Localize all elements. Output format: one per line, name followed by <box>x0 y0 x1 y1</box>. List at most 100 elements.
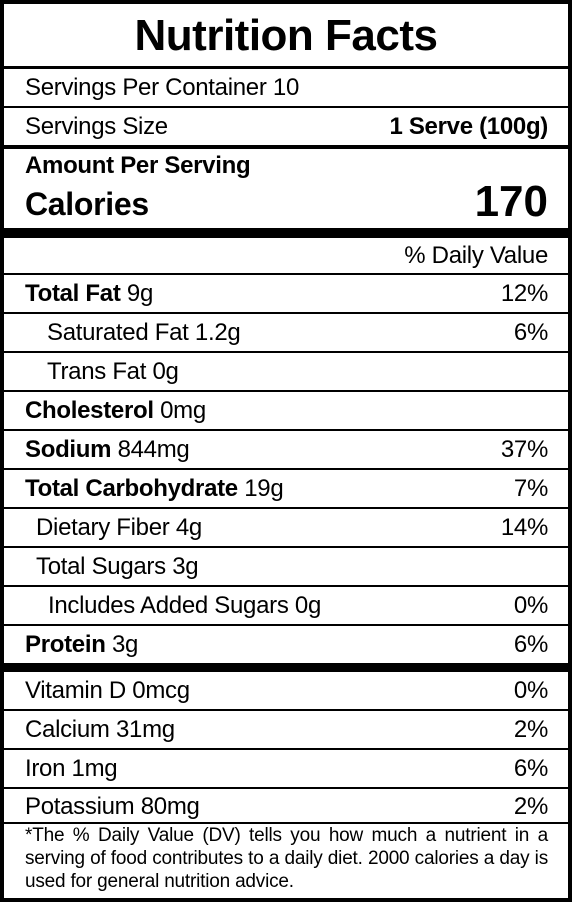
divider <box>4 429 568 431</box>
vitamin-amount: 31mg <box>115 715 175 743</box>
calories-value: 170 <box>474 177 548 226</box>
nutrient-amount: 3g <box>111 630 139 658</box>
footnote: *The % Daily Value (DV) tells you how mu… <box>25 825 548 892</box>
divider <box>4 709 568 711</box>
nutrient-label: Sodium 844mg <box>25 435 190 464</box>
nutrient-name: Total Fat <box>25 279 121 307</box>
divider <box>4 748 568 750</box>
nutrient-daily-value: 7% <box>513 474 548 502</box>
nutrient-row-added-sugars: Includes Added Sugars 0g 0% <box>4 587 568 624</box>
vitamin-name: Iron <box>25 754 66 782</box>
divider-heavy <box>4 228 568 238</box>
vitamin-daily-value: 0% <box>513 676 548 704</box>
divider-thick <box>4 145 568 149</box>
nutrient-row-total-sugars: Total Sugars 3g <box>4 548 568 585</box>
nutrient-daily-value: 12% <box>500 279 548 307</box>
vitamin-daily-value: 6% <box>513 754 548 782</box>
divider-heavy <box>4 663 568 672</box>
nutrient-amount: 0g <box>294 591 322 619</box>
nutrient-daily-value: 6% <box>513 318 548 346</box>
nutrient-row-saturated-fat: Saturated Fat 1.2g 6% <box>4 314 568 351</box>
nutrient-amount: 0mg <box>160 396 206 424</box>
vitamin-row-vitamin-d: Vitamin D 0mcg 0% <box>4 672 568 709</box>
vitamin-row-iron: Iron 1mg 6% <box>4 750 568 787</box>
nutrient-name: Sodium <box>25 435 112 463</box>
divider <box>4 351 568 353</box>
serving-size-row: Servings Size 1 Serve (100g) <box>4 108 568 145</box>
vitamin-name: Calcium <box>25 715 110 743</box>
nutrient-amount: 3g <box>172 552 199 580</box>
vitamin-row-potassium: Potassium 80mg 2% <box>4 789 568 824</box>
divider <box>4 312 568 314</box>
divider <box>4 822 568 824</box>
servings-per-container: Servings Per Container 10 <box>25 74 299 102</box>
nutrient-amount: 9g <box>126 279 153 307</box>
nutrient-row-cholesterol: Cholesterol 0mg <box>4 392 568 429</box>
nutrient-label: Includes Added Sugars 0g <box>48 592 321 620</box>
nutrient-daily-value: 0% <box>513 591 548 619</box>
divider <box>4 273 568 275</box>
divider <box>4 585 568 587</box>
vitamin-label: Calcium 31mg <box>25 716 175 744</box>
nutrient-name: Cholesterol <box>25 396 154 424</box>
nutrient-label: Total Fat 9g <box>25 280 153 308</box>
amount-per-serving: Amount Per Serving <box>25 152 251 179</box>
nutrient-amount: 4g <box>175 513 202 541</box>
nutrient-label: Protein 3g <box>25 631 138 659</box>
serving-size-label: Servings Size <box>25 112 168 140</box>
calories-label: Calories <box>25 186 149 222</box>
nutrient-daily-value: 14% <box>500 513 548 541</box>
nutrient-row-total-carbohydrate: Total Carbohydrate 19g 7% <box>4 470 568 507</box>
divider <box>4 546 568 548</box>
nutrient-row-dietary-fiber: Dietary Fiber 4g 14% <box>4 509 568 546</box>
nutrient-name: Saturated Fat <box>47 318 189 346</box>
vitamin-daily-value: 2% <box>513 715 548 743</box>
nutrient-amount: 0g <box>152 357 179 385</box>
nutrient-label: Total Carbohydrate 19g <box>25 474 284 503</box>
nutrient-row-protein: Protein 3g 6% <box>4 626 568 663</box>
vitamin-label: Vitamin D 0mcg <box>25 677 190 705</box>
vitamin-amount: 0mcg <box>132 676 190 704</box>
nutrient-daily-value: 37% <box>500 435 548 463</box>
servings-per-container-label: Servings Per Container <box>25 73 267 101</box>
nutrient-name: Dietary Fiber <box>36 513 170 541</box>
nutrient-label: Dietary Fiber 4g <box>36 514 202 542</box>
serving-size-value: 1 Serve (100g) <box>389 112 548 140</box>
nutrient-row-total-fat: Total Fat 9g 12% <box>4 275 568 312</box>
divider <box>4 468 568 470</box>
divider <box>4 390 568 392</box>
divider <box>4 507 568 509</box>
vitamin-label: Iron 1mg <box>25 754 118 783</box>
nutrient-name: Trans Fat <box>47 357 147 385</box>
vitamin-name: Vitamin D <box>25 676 126 704</box>
vitamin-daily-value: 2% <box>513 792 548 820</box>
nutrient-name: Total Carbohydrate <box>25 474 238 502</box>
nutrient-amount: 844mg <box>117 435 190 463</box>
nutrient-amount: 1.2g <box>194 318 241 346</box>
nutrient-amount: 19g <box>244 474 284 502</box>
vitamin-label: Potassium 80mg <box>25 793 200 821</box>
vitamin-amount: 80mg <box>140 792 200 820</box>
nutrient-name: Protein <box>25 630 106 658</box>
nutrient-daily-value: 6% <box>513 630 548 658</box>
vitamin-amount: 1mg <box>71 754 118 782</box>
nutrient-label: Trans Fat 0g <box>47 358 179 386</box>
label-title: Nutrition Facts <box>134 11 438 60</box>
nutrient-label: Cholesterol 0mg <box>25 397 206 425</box>
servings-per-container-value: 10 <box>272 73 300 101</box>
nutrient-name: Total Sugars <box>36 552 166 580</box>
divider <box>4 106 568 108</box>
nutrient-label: Total Sugars 3g <box>36 552 199 581</box>
daily-value-header: % Daily Value <box>404 241 548 269</box>
daily-value-header-row: % Daily Value <box>4 238 568 273</box>
nutrient-label: Saturated Fat 1.2g <box>47 318 241 347</box>
vitamin-row-calcium: Calcium 31mg 2% <box>4 711 568 748</box>
nutrient-row-trans-fat: Trans Fat 0g <box>4 353 568 390</box>
divider <box>4 787 568 789</box>
nutrient-name: Includes Added Sugars <box>48 591 289 619</box>
servings-per-container-row: Servings Per Container 10 <box>4 69 568 106</box>
divider <box>4 624 568 626</box>
divider <box>4 66 568 69</box>
vitamin-name: Potassium <box>25 792 135 820</box>
